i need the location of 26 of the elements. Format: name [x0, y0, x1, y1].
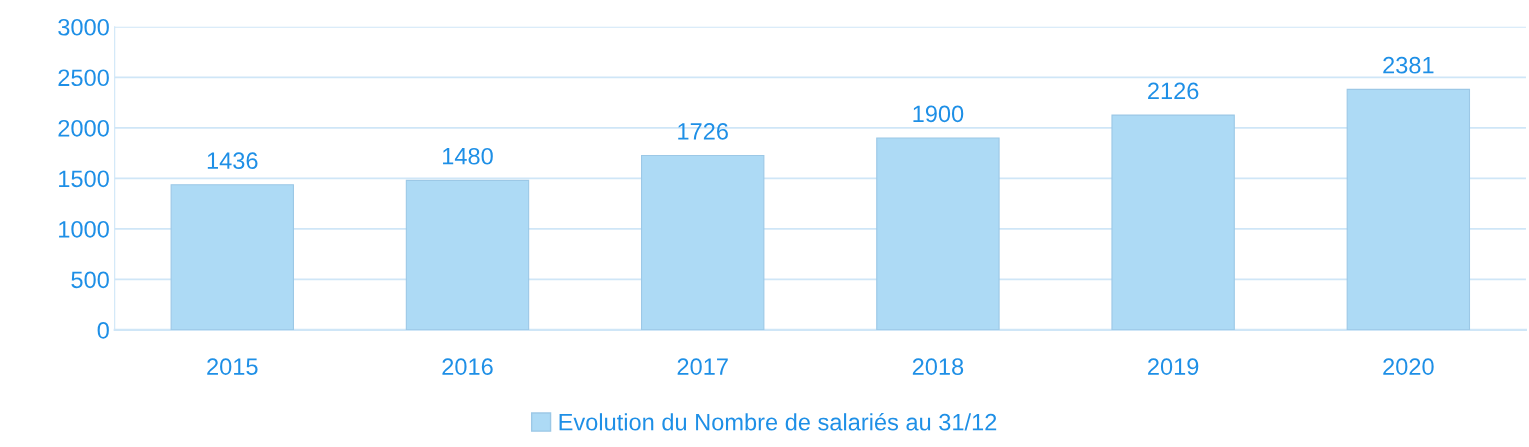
bar — [876, 137, 1000, 330]
bar — [1111, 114, 1235, 330]
x-tick-label: 2016 — [442, 358, 493, 376]
data-label: 1480 — [443, 147, 493, 165]
data-label: 2381 — [1383, 56, 1434, 74]
x-tick-label: 2020 — [1383, 358, 1434, 376]
bar — [640, 154, 765, 330]
data-label: 1900 — [913, 105, 964, 123]
y-tick-label: 2500 — [58, 69, 109, 87]
bar — [405, 179, 530, 330]
y-tick-label: 2000 — [58, 119, 109, 137]
y-tick-label: 3000 — [58, 18, 109, 36]
data-label: 1436 — [207, 152, 258, 170]
x-tick-label: 2015 — [207, 358, 258, 376]
y-tick-label: 500 — [71, 271, 109, 289]
bar — [1346, 88, 1471, 330]
x-tick-label: 2018 — [912, 358, 964, 376]
y-tick-label: 0 — [97, 321, 109, 339]
x-tick-label: 2019 — [1148, 358, 1199, 376]
y-tick-label: 1500 — [59, 170, 109, 188]
x-tick-label: 2017 — [677, 358, 728, 376]
y-tick-label: 1000 — [59, 220, 109, 238]
legend-label: Evolution du Nombre de salariés au 31/12 — [559, 412, 997, 431]
bar — [170, 184, 294, 330]
data-label: 2126 — [1148, 82, 1199, 100]
data-label: 1726 — [678, 123, 728, 140]
